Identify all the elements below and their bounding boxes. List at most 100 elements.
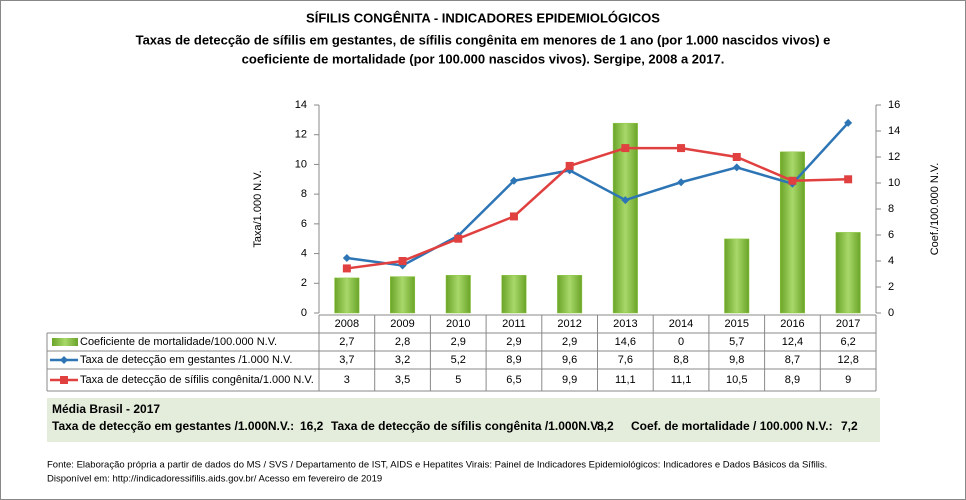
chart-title: SÍFILIS CONGÊNITA - INDICADORES EPIDEMIO… <box>306 10 660 25</box>
y-tick-label: 0 <box>301 307 307 319</box>
marker <box>621 144 630 153</box>
table-cell: 6,2 <box>841 336 856 348</box>
y-tick-label: 2 <box>301 277 307 289</box>
marker <box>788 176 797 185</box>
x-tick-label: 2012 <box>557 318 581 330</box>
bar <box>334 277 360 314</box>
legend-swatch <box>60 356 68 364</box>
table-cell: 8,9 <box>785 374 800 386</box>
y2-tick-label: 4 <box>888 255 894 267</box>
source-note: Fonte: Elaboração própria a partir de da… <box>47 460 827 471</box>
table-cell: 2,9 <box>451 336 466 348</box>
table-cell: 2,7 <box>339 336 354 348</box>
table-cell: 7,6 <box>618 354 633 366</box>
table-cell: 2,9 <box>506 336 521 348</box>
table-cell: 2,9 <box>562 336 577 348</box>
marker <box>398 257 407 265</box>
table-cell: 3,7 <box>339 354 354 366</box>
table-cell: 8,8 <box>673 354 688 366</box>
bar <box>835 232 861 314</box>
y-tick-label: 10 <box>295 158 307 170</box>
bar <box>445 275 471 314</box>
y-tick-label: 12 <box>295 129 307 141</box>
bar <box>390 276 416 314</box>
y2-axis-label: Coef./100.000 N.V. <box>929 163 941 256</box>
marker <box>621 196 630 205</box>
chart-subtitle: Taxas de detecção de sífilis em gestante… <box>136 32 831 47</box>
table-cell: 2,8 <box>395 336 410 348</box>
summary-label: Taxa de detecção em gestantes /1.000N.V.… <box>52 419 294 433</box>
table-cell: 5,2 <box>451 354 466 366</box>
y-tick-label: 14 <box>295 99 307 111</box>
x-tick-label: 2013 <box>613 318 637 330</box>
summary-label: Coef. de mortalidade / 100.000 N.V.: <box>631 419 833 433</box>
x-tick-label: 2016 <box>780 318 804 330</box>
table-cell: 11,1 <box>671 374 692 386</box>
line <box>346 146 849 270</box>
marker <box>509 176 518 185</box>
table-cell: 9 <box>845 374 851 386</box>
marker <box>342 264 351 273</box>
x-tick-label: 2017 <box>836 318 860 330</box>
summary-value: 16,2 <box>300 419 324 433</box>
table-cell: 0 <box>678 336 684 348</box>
x-tick-label: 2010 <box>446 318 470 330</box>
summary-value: 8,2 <box>597 419 614 433</box>
marker <box>844 118 853 127</box>
chart-subtitle: coeficiente de mortalidade (por 100.000 … <box>242 51 725 66</box>
x-tick-label: 2008 <box>335 318 359 330</box>
summary-box <box>47 398 880 442</box>
legend-label: Taxa de detecção em gestantes /1.000 N.V… <box>80 354 292 366</box>
y2-tick-label: 0 <box>888 307 894 319</box>
legend-label: Coeficiente de mortalidade/100.000 N.V. <box>80 336 277 348</box>
table-cell: 12,8 <box>837 354 858 366</box>
summary-value: 7,2 <box>841 419 858 433</box>
summary-label: Taxa de detecção de sífilis congênita /1… <box>331 419 604 433</box>
table-cell: 12,4 <box>782 336 803 348</box>
bar <box>612 122 638 314</box>
y2-tick-label: 2 <box>888 281 894 293</box>
legend-swatch <box>60 376 68 384</box>
bar <box>557 275 583 314</box>
table-cell: 8,9 <box>506 354 521 366</box>
table-cell: 6,5 <box>506 374 521 386</box>
marker <box>732 163 741 172</box>
marker <box>732 153 741 161</box>
table-cell: 11,1 <box>615 374 636 386</box>
table-cell: 8,7 <box>785 354 800 366</box>
marker <box>454 234 463 243</box>
table-cell: 5,7 <box>729 336 744 348</box>
x-tick-label: 2014 <box>669 318 693 330</box>
x-tick-label: 2011 <box>502 318 526 330</box>
table-cell: 3 <box>344 374 350 386</box>
source-note: Disponível em: http://indicadoressifilis… <box>47 474 382 485</box>
y-tick-label: 8 <box>301 188 307 200</box>
y-tick-label: 4 <box>301 247 307 259</box>
bar <box>724 238 750 314</box>
marker <box>677 144 686 153</box>
y2-tick-label: 14 <box>888 125 900 137</box>
legend-label: Taxa de detecção de sífilis congênita/1.… <box>80 374 314 386</box>
y2-tick-label: 6 <box>888 229 894 241</box>
y2-tick-label: 8 <box>888 203 894 215</box>
bar <box>501 275 527 314</box>
marker <box>844 175 853 184</box>
table-cell: 9,8 <box>729 354 744 366</box>
marker <box>565 161 574 170</box>
summary-title: Média Brasil - 2017 <box>52 402 160 416</box>
table-cell: 10,5 <box>726 374 747 386</box>
marker <box>509 212 518 221</box>
table-cell: 9,6 <box>562 354 577 366</box>
table-cell: 3,5 <box>395 374 410 386</box>
table-cell: 5 <box>455 374 461 386</box>
table-cell: 14,6 <box>615 336 636 348</box>
marker <box>677 178 686 187</box>
y-axis-label: Taxa/1.000 N.V. <box>252 170 264 247</box>
x-tick-label: 2015 <box>725 318 749 330</box>
marker <box>342 254 351 263</box>
y2-tick-label: 10 <box>888 177 900 189</box>
y2-tick-label: 12 <box>888 151 900 163</box>
table-cell: 3,2 <box>395 354 410 366</box>
table-cell: 9,9 <box>562 374 577 386</box>
